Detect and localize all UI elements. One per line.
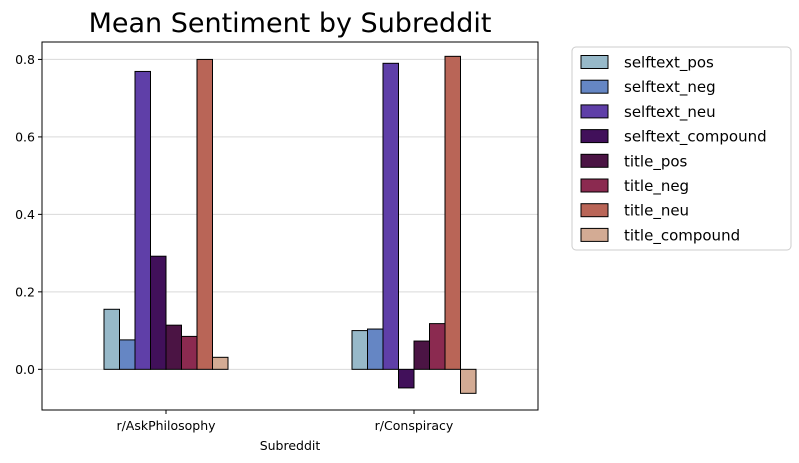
legend-label: title_compound [624, 226, 740, 245]
legend-swatch [580, 55, 609, 69]
y-tick-label: 0.0 [15, 362, 35, 377]
legend-swatch [580, 153, 609, 168]
bar-title_neg [181, 335, 198, 370]
legend-swatch [580, 227, 609, 242]
x-axis: r/AskPhilosophy r/Conspiracy [116, 410, 454, 433]
bar-title_pos [165, 324, 182, 370]
legend-label: title_neu [624, 202, 689, 221]
x-axis-label: Subreddit [260, 438, 321, 453]
legend-swatch [580, 104, 609, 119]
x-tick-label: r/Conspiracy [375, 418, 454, 433]
bar-title_neu [444, 55, 461, 370]
legend: selftext_pos selftext_neg selftext_neuself… [571, 46, 792, 251]
y-tick-label: 0.6 [15, 129, 35, 144]
bar-selftext_neu [382, 62, 399, 370]
bar-title_neu [196, 58, 213, 370]
legend-swatch [580, 79, 609, 94]
chart-title: Mean Sentiment by Subreddit [89, 8, 492, 39]
legend-label: title_pos [624, 152, 688, 171]
y-axis: 0.0 0.2 0.4 0.6 0.8 [15, 52, 42, 377]
bar-title_neg [429, 323, 446, 370]
legend-swatch [580, 178, 609, 193]
legend-label: title_neg [624, 177, 689, 196]
bar-title_compound [460, 368, 477, 394]
bar-selftext_neg [367, 328, 384, 370]
y-tick-label: 0.2 [15, 284, 35, 299]
plot-frame [41, 41, 539, 411]
legend-label: selftext_neu [624, 103, 716, 122]
bar-title_pos [413, 340, 430, 370]
legend-swatch [580, 203, 609, 218]
legend-label: selftext_neg [624, 78, 716, 97]
bar-title_compound [212, 356, 229, 370]
bars [103, 55, 477, 394]
bar-selftext_neu [134, 70, 151, 370]
bar-selftext_neg [119, 339, 136, 370]
legend-label: selftext_pos [624, 54, 714, 73]
legend-label: selftext_compound [624, 128, 767, 147]
bar-selftext_compound [398, 368, 415, 389]
y-tick-label: 0.8 [15, 52, 35, 67]
legend-frame [571, 46, 792, 251]
bar-selftext_pos [103, 308, 120, 370]
y-tick-label: 0.4 [15, 207, 35, 222]
bar-selftext_compound [150, 255, 167, 370]
bar-selftext_pos [351, 330, 368, 370]
legend-swatch [580, 129, 609, 144]
x-tick-label: r/AskPhilosophy [116, 418, 216, 433]
